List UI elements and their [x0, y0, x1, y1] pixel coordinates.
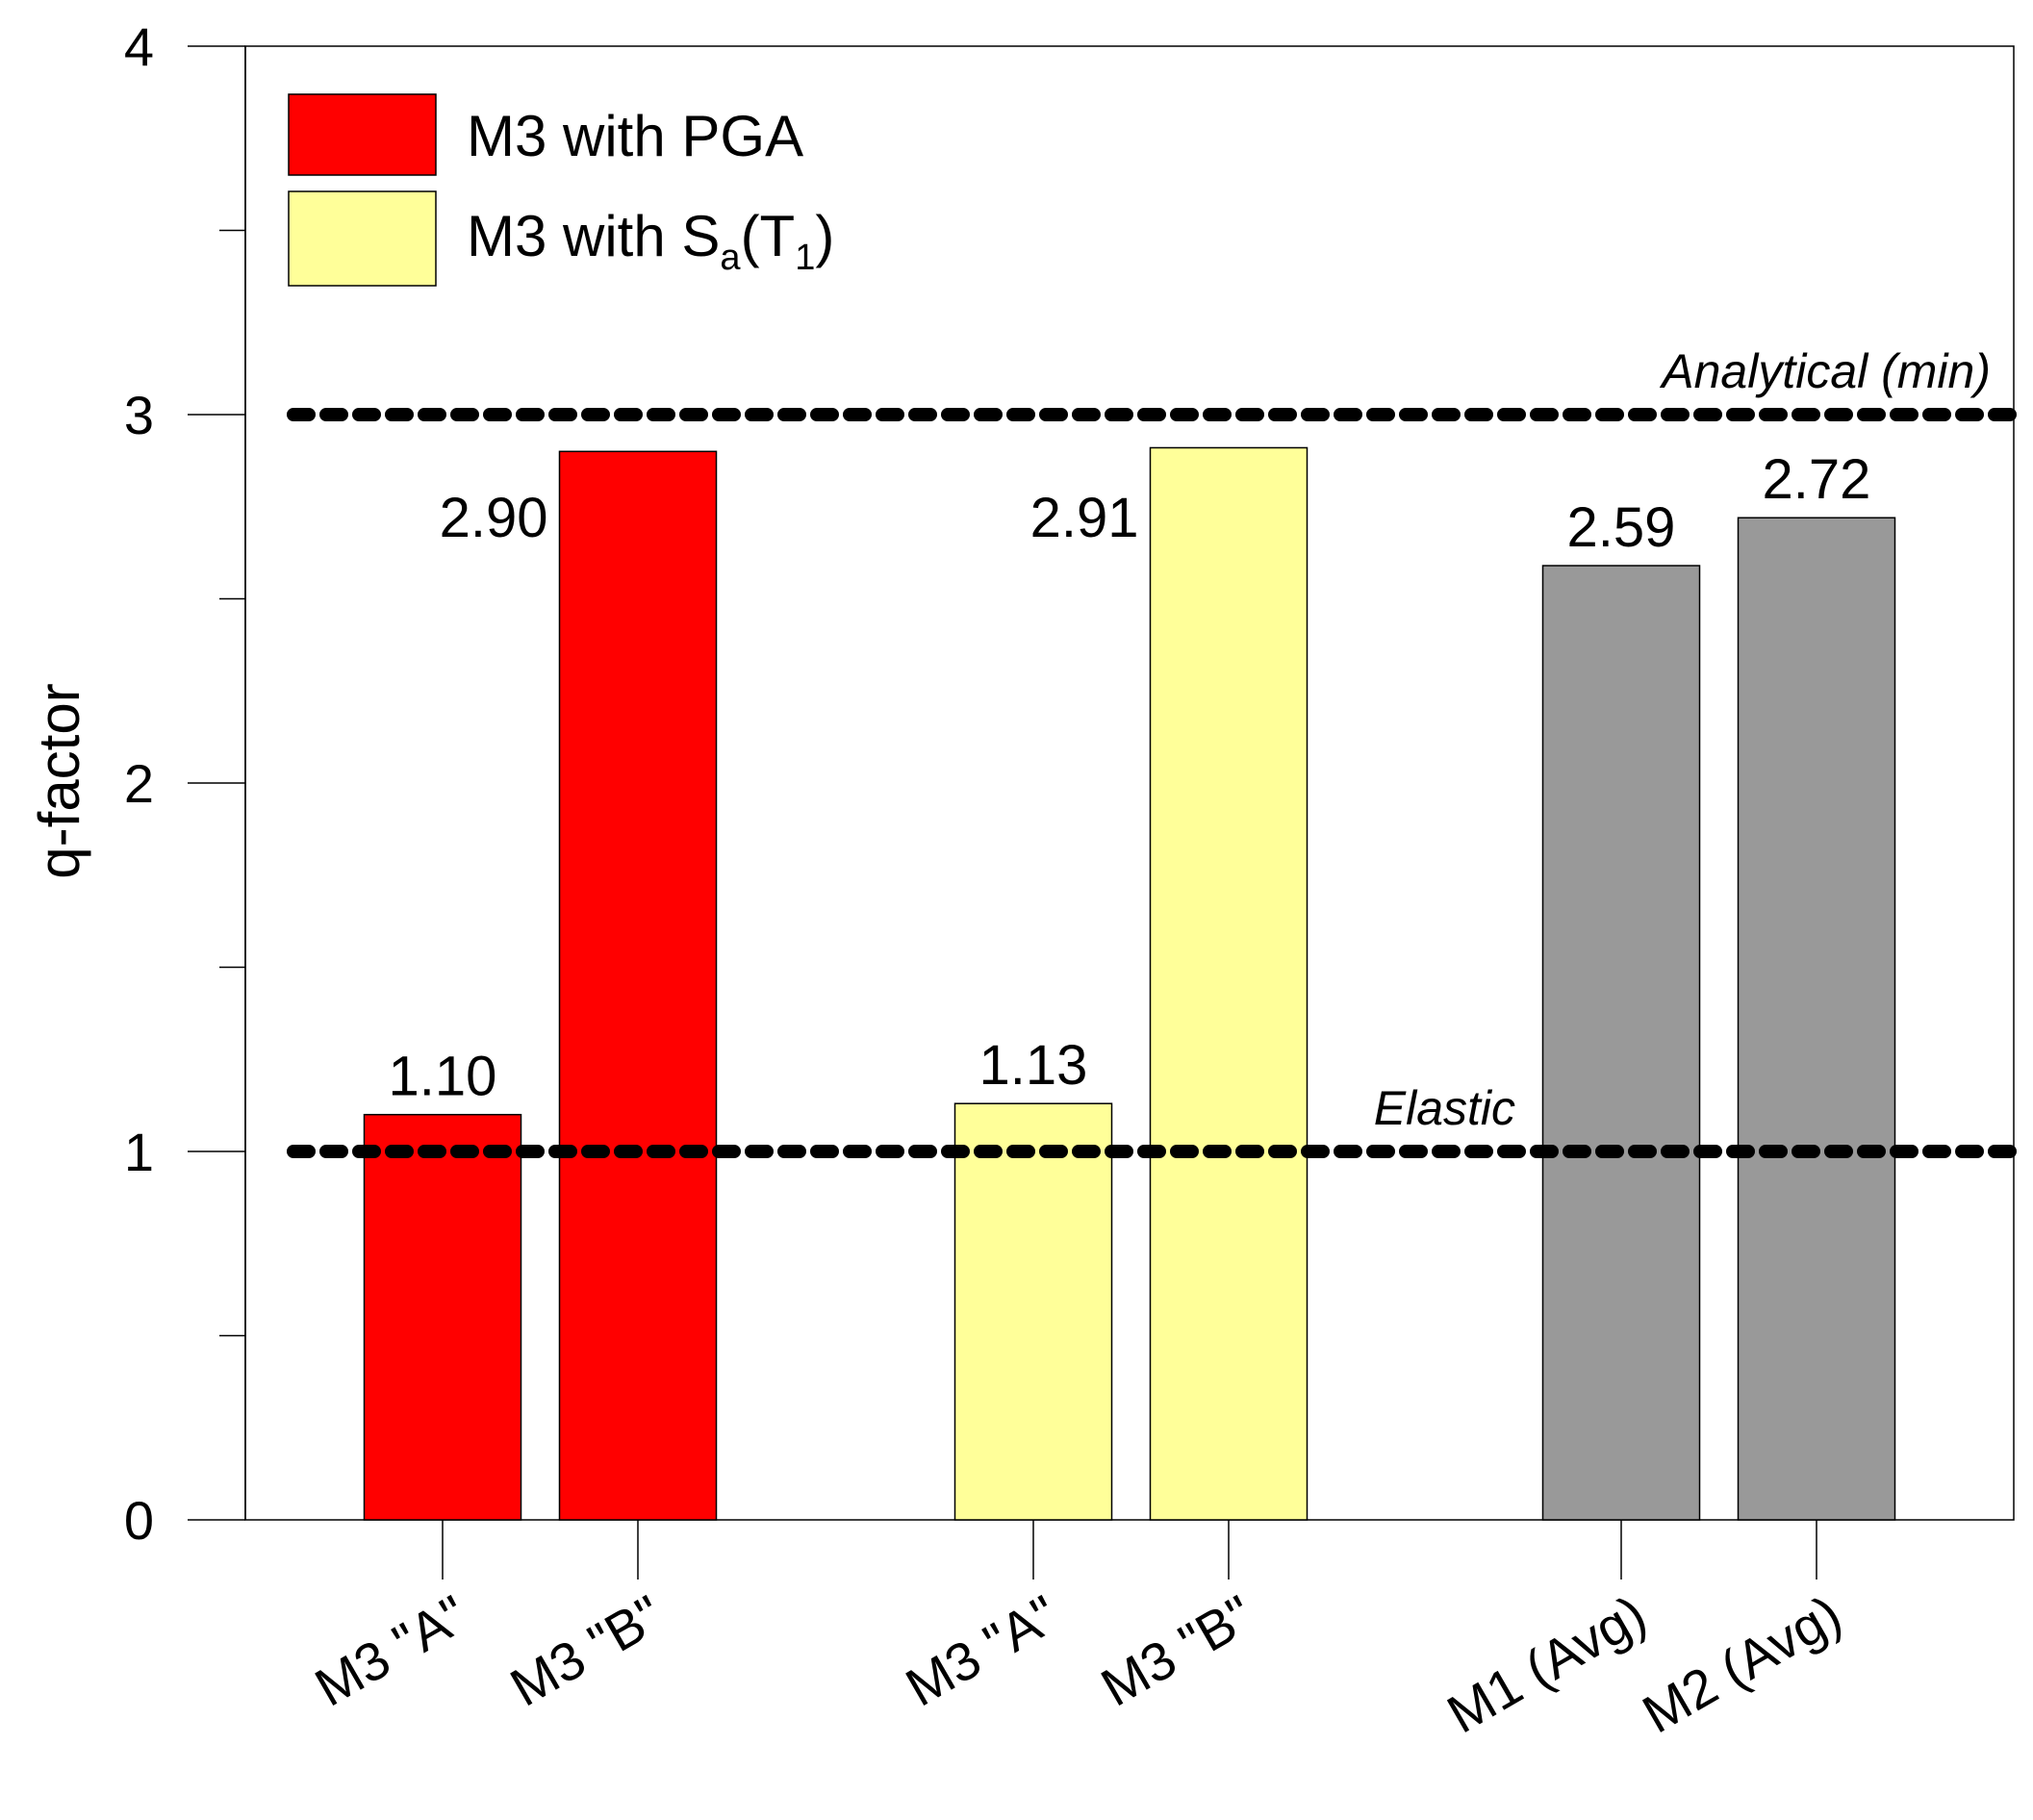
legend-label-sa: M3 with Sa(T1) [467, 204, 834, 278]
x-ticks [442, 1520, 1817, 1580]
value-labels: 1.10 2.90 1.13 2.91 2.59 2.72 [389, 448, 1871, 1107]
y-tick-label: 4 [124, 16, 154, 77]
legend-label-sa-subscript: a [720, 238, 741, 278]
category-label: M2 (Avg) [1633, 1583, 1851, 1745]
legend-swatch-pga [288, 93, 437, 176]
plot-frame [244, 45, 2015, 1521]
legend-label-pga: M3 with PGA [467, 104, 803, 168]
reference-line-label: Elastic [1374, 1081, 1515, 1135]
bar-value-label: 1.13 [979, 1034, 1088, 1097]
category-label: M3 "B" [1091, 1583, 1263, 1718]
bar-value-label: 2.59 [1567, 496, 1676, 559]
bar [558, 450, 718, 1521]
y-tick-label: 0 [124, 1490, 154, 1551]
bar-value-label: 1.10 [389, 1046, 497, 1108]
category-label: M1 (Avg) [1437, 1583, 1656, 1745]
legend-swatch-sa [288, 190, 437, 287]
bar-value-label: 2.90 [440, 487, 548, 549]
reference-line-label: Analytical (min) [1659, 344, 1991, 398]
bar [363, 1113, 522, 1521]
reference-lines: Analytical (min) Elastic [287, 344, 2020, 1158]
category-labels: M3 "A" M3 "B" M3 "A" M3 "B" M1 (Avg)M2 (Avg) [305, 1583, 1851, 1745]
bar [1737, 517, 1896, 1521]
category-label: M3 "A" [305, 1583, 477, 1718]
category-label: M3 "A" [896, 1583, 1068, 1718]
legend-label-sa-main: M3 with S [467, 204, 720, 268]
y-ticks: 0 1 2 3 4 [124, 16, 245, 1551]
bar-value-label: 2.72 [1763, 448, 1871, 511]
bar [1149, 446, 1309, 1521]
category-label: M3 "B" [500, 1583, 673, 1718]
y-tick-label: 3 [124, 385, 154, 445]
y-tick-label: 1 [124, 1122, 154, 1182]
bar-value-label: 2.91 [1030, 487, 1139, 549]
bar [1541, 565, 1701, 1521]
legend: M3 with PGA M3 with Sa(T1) [288, 93, 834, 287]
legend-label-sa-subscript-1: 1 [795, 238, 815, 278]
legend-label-sa-paren: (T [741, 204, 796, 268]
bars [363, 446, 1896, 1521]
bar [953, 1102, 1113, 1521]
legend-label-sa-close: ) [815, 204, 834, 268]
y-tick-label: 2 [124, 753, 154, 814]
y-axis-label: q-factor [27, 683, 91, 878]
